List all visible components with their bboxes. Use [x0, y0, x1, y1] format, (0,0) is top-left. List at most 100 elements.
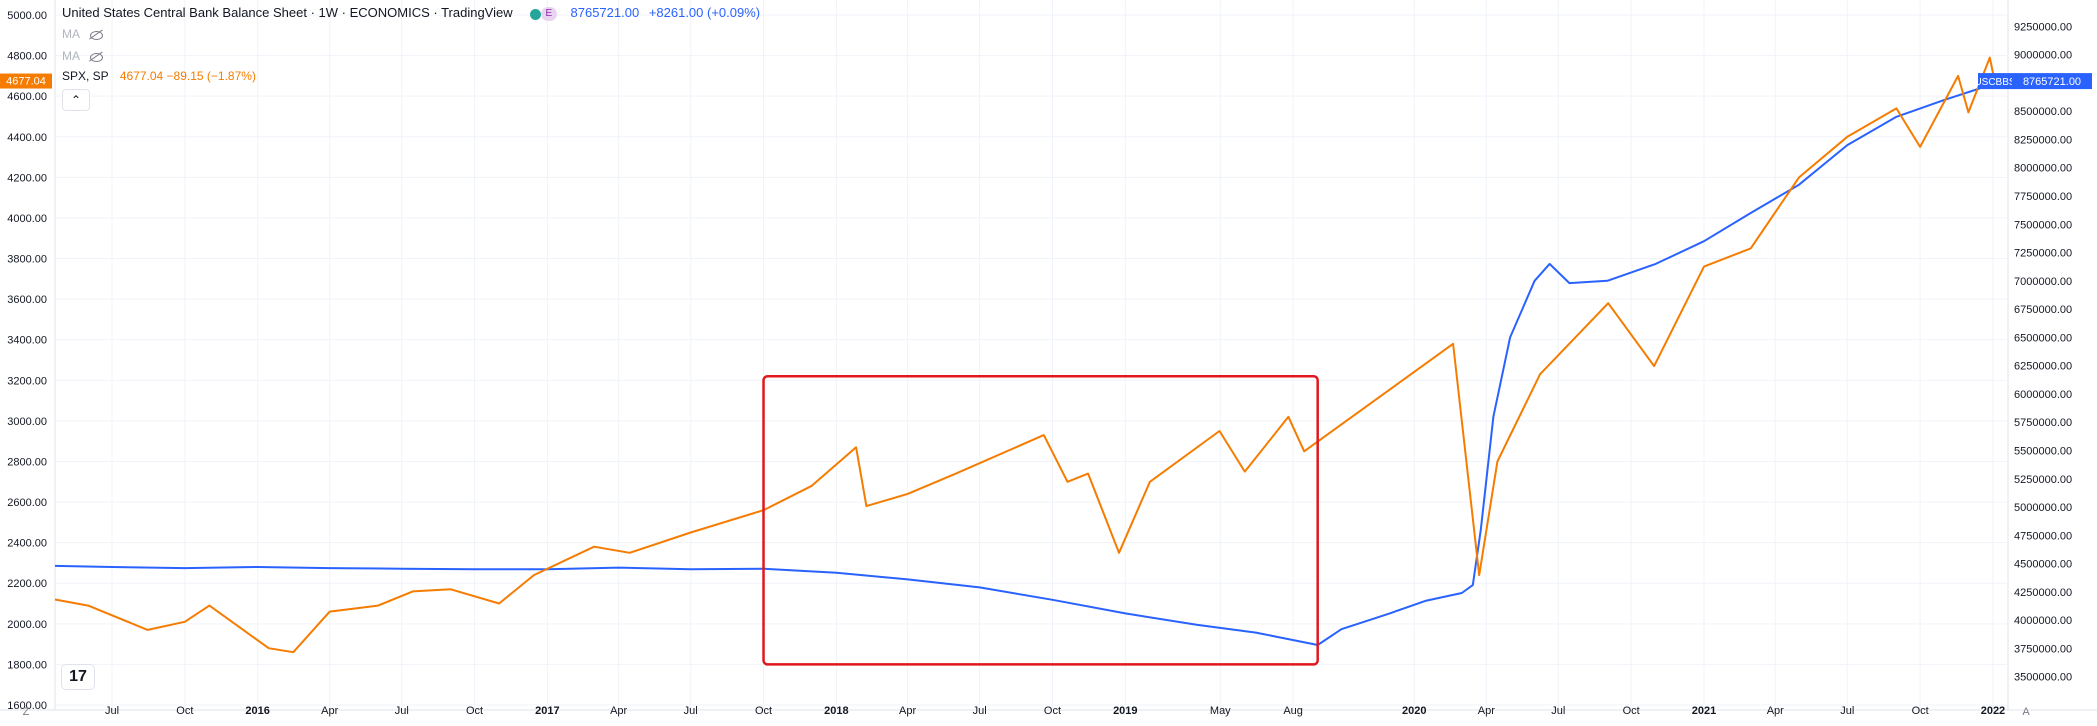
- left-axis-tick-label: 4400.00: [7, 132, 47, 144]
- spx-line: [54, 56, 1996, 654]
- spx-value: 4677.04 −89.15 (−1.87%): [119, 69, 256, 83]
- chart-title: United States Central Bank Balance Sheet…: [62, 5, 513, 20]
- left-axis-tick-label: 4600.00: [7, 91, 47, 103]
- right-axis-tick-label: 5000000.00: [2014, 502, 2072, 514]
- collapse-legend-button[interactable]: ⌃: [62, 89, 90, 111]
- time-axis-tick-label: Apr: [1767, 705, 1784, 717]
- left-price-axis: 5000.00 4800.00 4600.00 4400.00 4200.00 4000.…: [7, 10, 47, 712]
- right-axis-tick-label: 9250000.00: [2014, 21, 2072, 33]
- auto-scale-left-button[interactable]: Z: [22, 706, 30, 718]
- time-axis-tick-label: 2018: [824, 705, 848, 717]
- status-indicators: E: [530, 6, 557, 22]
- market-status-icon: [530, 8, 542, 20]
- right-axis-tick-label: 8250000.00: [2014, 134, 2072, 146]
- uscbbs-symbol-text: USCBBS: [1974, 77, 2015, 88]
- right-axis-tick-label: 9000000.00: [2014, 50, 2072, 62]
- time-axis-tick-label: Jul: [105, 705, 119, 717]
- right-axis-tick-label: 5750000.00: [2014, 417, 2072, 429]
- spx-symbol: SPX, SP: [62, 69, 109, 83]
- indicator-label: MA: [62, 27, 80, 41]
- auto-scale-right-button[interactable]: A: [2022, 706, 2030, 718]
- right-axis-tick-label: 4750000.00: [2014, 530, 2072, 542]
- right-axis-tick-label: 8500000.00: [2014, 106, 2072, 118]
- time-axis-tick-label: Apr: [1478, 705, 1495, 717]
- balance-sheet-line: [54, 80, 1995, 646]
- left-axis-tick-label: 3400.00: [7, 335, 47, 347]
- right-axis-tick-label: 7500000.00: [2014, 219, 2072, 231]
- time-axis-tick-label: Apr: [610, 705, 627, 717]
- time-axis-tick-label: Oct: [755, 705, 772, 717]
- time-axis-tick-label: 2020: [1402, 705, 1426, 717]
- indicator-ma-1[interactable]: MA: [62, 27, 103, 41]
- left-axis-tick-label: 3600.00: [7, 294, 47, 306]
- right-axis-tick-label: 3750000.00: [2014, 643, 2072, 655]
- time-axis-tick-label: 2017: [535, 705, 559, 717]
- uscbbs-price-tag: [2012, 73, 2092, 90]
- time-axis-tick-label: Jul: [395, 705, 409, 717]
- left-axis-tick-label: 1600.00: [7, 700, 47, 712]
- time-axis-tick-label: Jul: [1840, 705, 1854, 717]
- eye-hidden-icon[interactable]: [89, 30, 103, 40]
- economics-badge: E: [540, 7, 557, 22]
- right-axis-tick-label: 6000000.00: [2014, 389, 2072, 401]
- tradingview-logo[interactable]: 17: [62, 665, 94, 689]
- right-axis-tick-label: 5500000.00: [2014, 445, 2072, 457]
- time-axis-tick-label: Oct: [1912, 705, 1929, 717]
- spx-legend-row[interactable]: SPX, SP 4677.04 −89.15 (−1.87%): [62, 69, 256, 83]
- time-axis-tick-label: Oct: [1044, 705, 1061, 717]
- time-axis-tick-label: Apr: [321, 705, 338, 717]
- time-axis-tick-label: Jul: [684, 705, 698, 717]
- indicator-ma-2[interactable]: MA: [62, 49, 103, 63]
- time-axis-tick-label: Oct: [466, 705, 483, 717]
- right-axis-tick-label: 6500000.00: [2014, 332, 2072, 344]
- right-axis-tick-label: 4500000.00: [2014, 559, 2072, 571]
- right-axis-tick-label: 7250000.00: [2014, 248, 2072, 260]
- time-axis-tick-label: 2016: [245, 705, 269, 717]
- price-tags: USCBBS 8765721.00 4677.04: [0, 73, 2092, 90]
- time-axis-tick-label: 2022: [1981, 705, 2005, 717]
- left-axis-tick-label: 3000.00: [7, 416, 47, 428]
- time-axis-tick-label: Apr: [899, 705, 916, 717]
- left-axis-tick-label: 1800.00: [7, 659, 47, 671]
- right-axis-tick-label: 8000000.00: [2014, 163, 2072, 175]
- left-axis-tick-label: 2000.00: [7, 619, 47, 631]
- time-axis-tick-label: Aug: [1283, 705, 1303, 717]
- header-last-value: 8765721.00: [570, 5, 640, 20]
- right-axis-tick-label: 5250000.00: [2014, 474, 2072, 486]
- right-axis-tick-label: 6750000.00: [2014, 304, 2072, 316]
- series-layer: [54, 56, 1996, 654]
- right-axis-tick-label: 6250000.00: [2014, 361, 2072, 373]
- left-axis-tick-label: 3800.00: [7, 254, 47, 266]
- uscbbs-symbol-tag: [1978, 73, 2012, 90]
- annotation-layer[interactable]: [762, 374, 1319, 666]
- time-axis-tick-label: Jul: [973, 705, 987, 717]
- left-axis-tick-label: 4800.00: [7, 51, 47, 63]
- spx-price-text: 4677.04: [6, 76, 46, 88]
- left-axis-tick-label: 2800.00: [7, 456, 47, 468]
- spx-price-tag: [0, 73, 52, 89]
- left-axis-tick-label: 2400.00: [7, 538, 47, 550]
- right-axis-tick-label: 7750000.00: [2014, 191, 2072, 203]
- right-axis-tick-label: 7000000.00: [2014, 276, 2072, 288]
- time-axis: Jul Oct 2016 Apr Jul Oct 2017 Apr Jul Oct 2018 Apr J…: [105, 705, 2005, 717]
- right-price-axis: 9250000.009000000.008750000.008500000.00…: [2014, 21, 2072, 683]
- time-axis-tick-label: 2021: [1692, 705, 1716, 717]
- time-axis-tick-label: May: [1210, 705, 1231, 717]
- right-axis-tick-label: 4250000.00: [2014, 587, 2072, 599]
- time-axis-tick-label: Oct: [1623, 705, 1640, 717]
- highlight-rectangle[interactable]: [762, 374, 1319, 666]
- left-axis-tick-label: 5000.00: [7, 10, 47, 22]
- right-axis-tick-label: 3500000.00: [2014, 672, 2072, 684]
- header-change: +8261.00 (+0.09%): [648, 5, 761, 20]
- left-axis-tick-label: 3200.00: [7, 375, 47, 387]
- uscbbs-price-text: 8765721.00: [2023, 76, 2081, 88]
- left-axis-tick-label: 2200.00: [7, 578, 47, 590]
- right-axis-tick-label: 4000000.00: [2014, 615, 2072, 627]
- time-axis-tick-label: Jul: [1551, 705, 1565, 717]
- eye-hidden-icon[interactable]: [89, 52, 103, 62]
- time-axis-tick-label: 2019: [1113, 705, 1137, 717]
- indicator-label: MA: [62, 49, 80, 63]
